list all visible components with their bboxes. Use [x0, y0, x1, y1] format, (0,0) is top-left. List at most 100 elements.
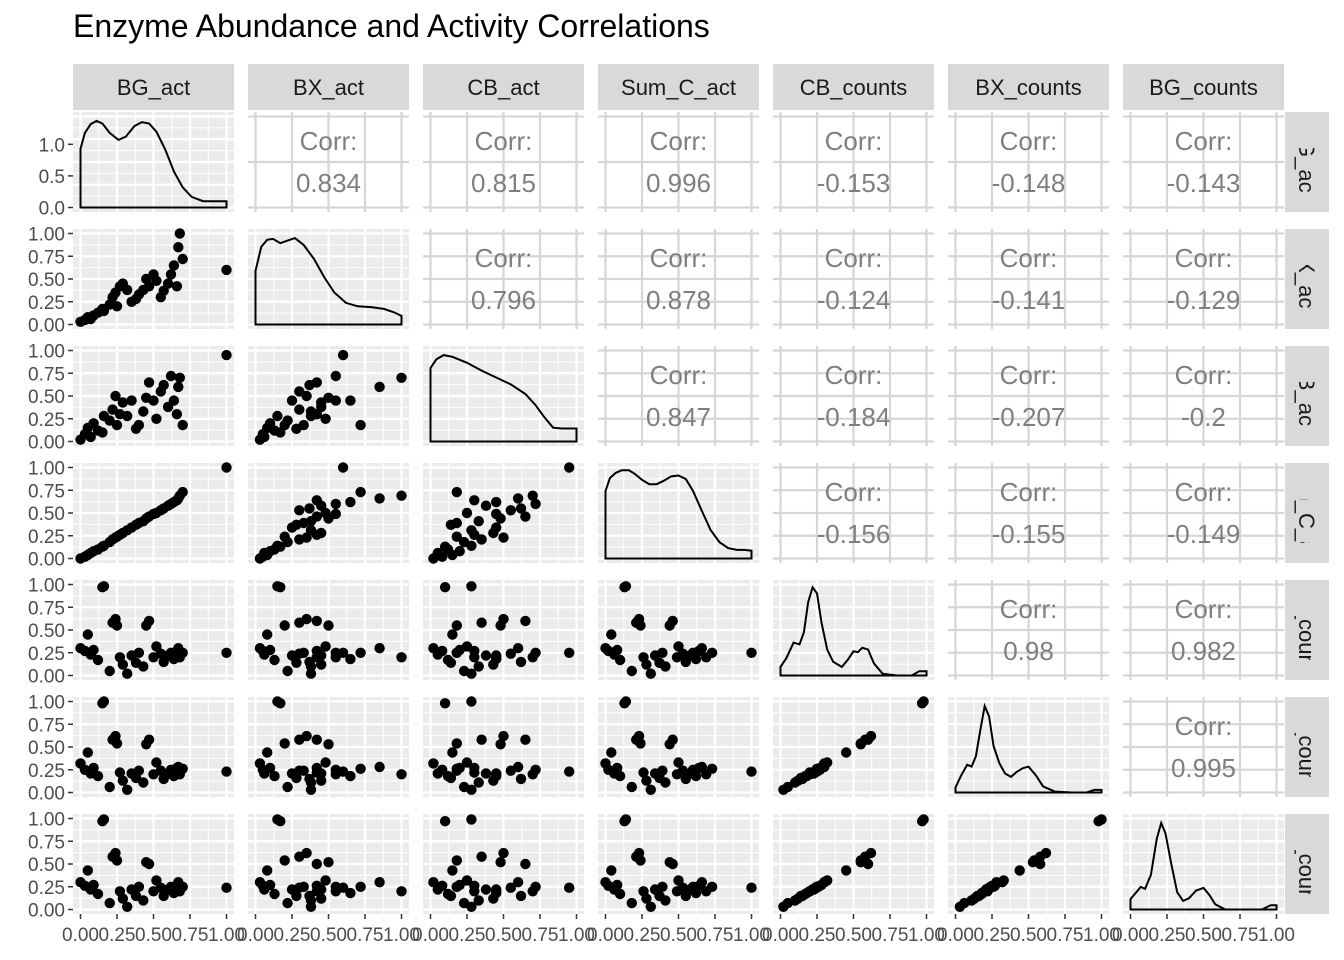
corr-label: Corr: [1175, 243, 1233, 273]
data-point [520, 858, 531, 870]
data-point [345, 395, 356, 406]
data-point [612, 644, 623, 656]
data-point [746, 766, 757, 777]
data-point [469, 762, 480, 774]
data-point [862, 734, 874, 745]
data-point [690, 653, 702, 665]
corr-value-bg-act-sum-c-act: 0.996 [646, 168, 711, 198]
data-point [527, 769, 538, 780]
data-point [345, 496, 356, 508]
data-point [305, 668, 317, 679]
data-point [311, 615, 322, 627]
x-tick-label: 0.25 [624, 925, 661, 946]
data-point [117, 893, 128, 904]
data-point [451, 738, 462, 749]
column-strip-bx-act [248, 64, 409, 110]
data-point [355, 647, 366, 658]
data-point [606, 865, 617, 876]
data-point [138, 895, 149, 906]
row-strip-bg-act [1285, 112, 1329, 212]
data-point [445, 772, 457, 784]
data-point [476, 734, 487, 745]
data-point [311, 880, 322, 891]
data-point [841, 747, 852, 758]
data-point [439, 541, 451, 552]
corr-value-bx-act-bg-counts: -0.129 [1167, 285, 1241, 315]
data-point [1096, 814, 1107, 825]
data-point [304, 890, 315, 902]
data-point [515, 656, 527, 668]
data-point [151, 275, 162, 286]
data-point [355, 881, 366, 892]
corr-value-cb-act-bg-counts: -0.2 [1181, 402, 1226, 432]
y-tick-label: 0.75 [28, 715, 65, 736]
data-point [954, 901, 966, 912]
x-tick-label: 0.50 [835, 925, 872, 946]
data-point [635, 738, 646, 749]
data-point [527, 886, 538, 897]
data-point [461, 507, 473, 519]
data-point [168, 395, 180, 406]
x-tick-label: 0.50 [660, 925, 697, 946]
data-point [82, 629, 94, 640]
data-point [221, 349, 232, 361]
data-point [706, 647, 718, 658]
data-point [696, 877, 708, 888]
corr-value-sum-c-act-bx-counts: -0.155 [992, 519, 1066, 549]
data-point [311, 734, 322, 745]
data-point [746, 882, 757, 893]
data-point [454, 546, 465, 557]
data-point [272, 696, 283, 707]
data-point [316, 775, 327, 786]
data-point [88, 644, 99, 656]
column-label-cb-act: CB_act [467, 75, 539, 100]
corr-value-bx-act-cb-counts: -0.124 [817, 285, 891, 315]
density-curve-bg-counts [1129, 819, 1278, 911]
data-point [92, 888, 104, 900]
data-point [520, 734, 531, 745]
data-point [304, 773, 315, 785]
data-point [520, 511, 531, 522]
data-point [374, 493, 385, 504]
data-point [660, 661, 671, 672]
data-point [447, 865, 458, 876]
data-point [345, 887, 356, 899]
data-point [320, 413, 331, 424]
data-point [461, 875, 473, 886]
corr-value-sum-c-act-bg-counts: -0.149 [1167, 519, 1241, 549]
x-tick-label: 0.75 [522, 925, 559, 946]
data-point [614, 654, 626, 666]
data-point [337, 462, 349, 473]
data-point [311, 495, 322, 506]
corr-label: Corr: [475, 126, 533, 156]
data-point [480, 650, 492, 661]
row-label-cb-counts: CB_counts [1294, 576, 1319, 684]
data-point [620, 581, 632, 592]
data-point [811, 882, 823, 893]
x-tick-label: 0.50 [1185, 925, 1222, 946]
corr-value-bx-act-cb-act: 0.796 [471, 285, 536, 315]
data-point [304, 503, 315, 514]
data-point [177, 881, 188, 892]
data-point [667, 858, 678, 870]
data-point [104, 897, 115, 909]
data-point [505, 648, 516, 659]
data-point [171, 409, 183, 420]
data-point [564, 882, 575, 893]
corr-label: Corr: [825, 243, 883, 273]
data-point [645, 901, 656, 912]
data-point [279, 531, 290, 542]
data-point [304, 379, 315, 391]
data-point [264, 879, 276, 891]
column-label-sum-c-act: Sum_C_act [621, 75, 736, 100]
y-tick-label: 0.25 [28, 527, 65, 548]
data-point [495, 857, 506, 868]
x-tick-label: 0.25 [974, 925, 1011, 946]
y-tick-label: 0.25 [28, 644, 65, 665]
data-point [320, 757, 331, 768]
data-point [158, 379, 169, 391]
data-point [177, 253, 188, 265]
data-point [122, 901, 133, 912]
data-point [311, 645, 322, 657]
row-label-bg-act: BG_act [1294, 125, 1319, 198]
